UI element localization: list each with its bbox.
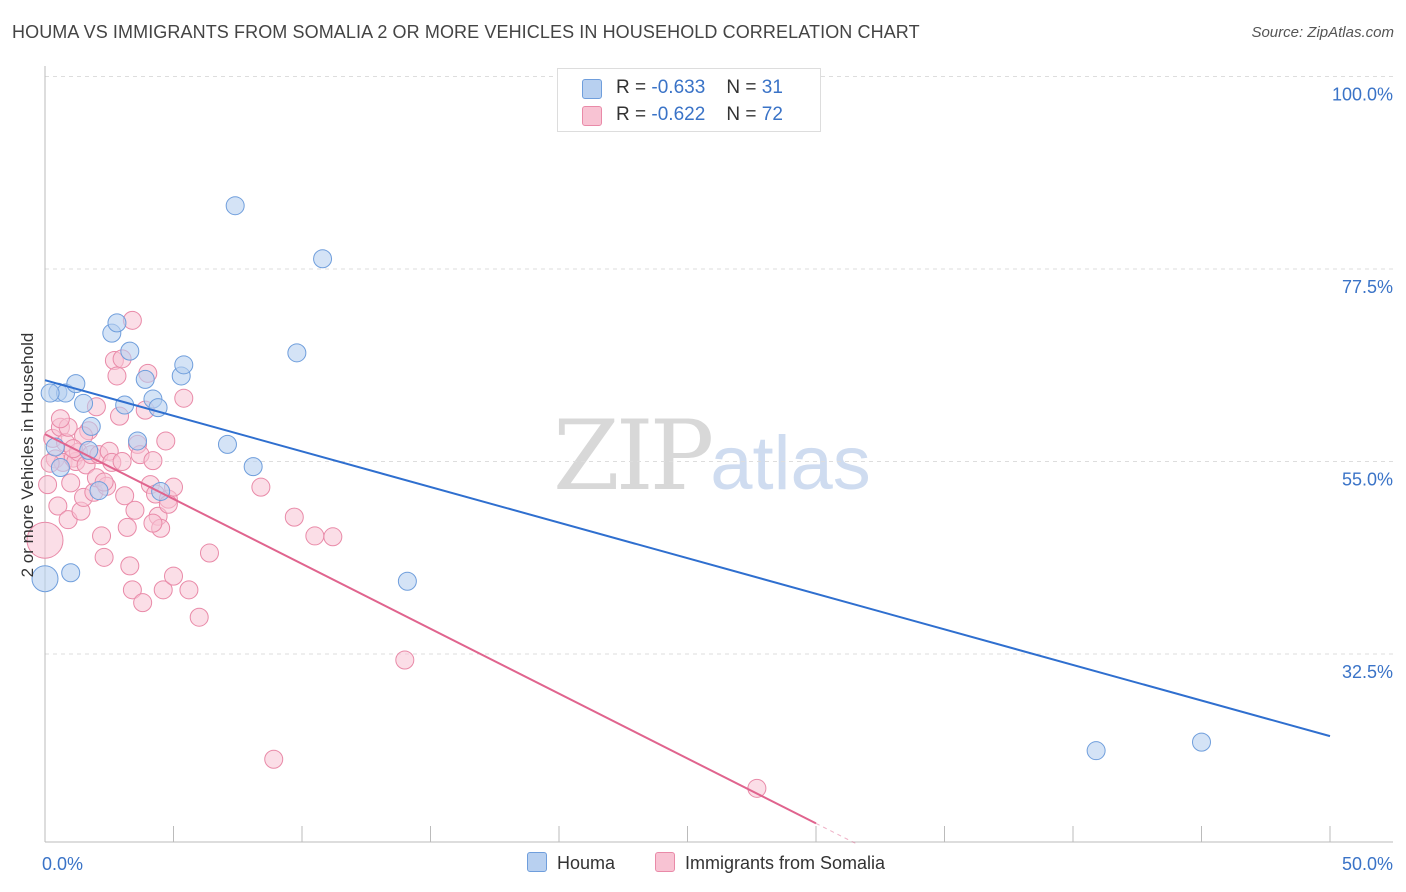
somalia-r-value: -0.622 bbox=[651, 104, 706, 125]
watermark-zip: ZIP bbox=[553, 400, 714, 512]
somalia-point bbox=[38, 475, 58, 495]
somalia-point bbox=[395, 650, 415, 670]
watermark: ZIPatlas bbox=[553, 400, 871, 512]
houma-point bbox=[397, 571, 417, 591]
bottom-somalia-label: Immigrants from Somalia bbox=[685, 853, 886, 873]
houma-trend-line bbox=[44, 379, 1331, 738]
houma-point bbox=[31, 565, 59, 593]
x-tick-label-min: 0.0% bbox=[42, 854, 83, 874]
somalia-point bbox=[143, 451, 163, 471]
houma-point bbox=[45, 437, 65, 457]
somalia-point bbox=[107, 366, 127, 386]
somalia-point bbox=[120, 556, 140, 576]
somalia-point bbox=[156, 431, 176, 451]
somalia-point bbox=[199, 543, 219, 563]
houma-point bbox=[287, 343, 307, 363]
somalia-point bbox=[50, 409, 70, 429]
y-tick-label: 55.0% bbox=[1342, 470, 1393, 490]
y-tick-label: 32.5% bbox=[1342, 662, 1393, 682]
y-axis-label: 2 or more Vehicles in Household bbox=[18, 332, 37, 578]
trend-lines bbox=[44, 379, 1331, 845]
somalia-point bbox=[117, 517, 137, 537]
somalia-point bbox=[179, 580, 199, 600]
houma-point bbox=[243, 457, 263, 477]
somalia-point bbox=[94, 547, 114, 567]
bottom-somalia-swatch bbox=[655, 852, 675, 872]
somalia-point bbox=[61, 473, 81, 493]
houma-point bbox=[1192, 732, 1211, 752]
somalia-point bbox=[26, 521, 64, 559]
somalia-point bbox=[122, 580, 142, 600]
bottom-legend-houma: Houma bbox=[527, 852, 615, 874]
y-tick-label: 100.0% bbox=[1332, 85, 1393, 105]
houma-point bbox=[120, 341, 140, 361]
houma-r-label: R = bbox=[616, 77, 647, 98]
somalia-point bbox=[284, 507, 304, 527]
somalia-point bbox=[112, 452, 132, 471]
houma-n-label: N = bbox=[726, 77, 757, 98]
stats-legend: R = -0.633 N = 31 R = -0.622 N = 72 bbox=[557, 68, 821, 132]
houma-point bbox=[50, 457, 70, 477]
somalia-point bbox=[92, 526, 112, 546]
somalia-point bbox=[143, 513, 163, 533]
houma-n-value: 31 bbox=[761, 77, 783, 98]
houma-point bbox=[313, 249, 333, 269]
somalia-points bbox=[26, 310, 767, 798]
tick-labels: 32.5% 55.0% 77.5% 100.0% 0.0% 50.0% bbox=[42, 85, 1393, 875]
bottom-legend-somalia: Immigrants from Somalia bbox=[655, 852, 885, 874]
y-tick-label: 77.5% bbox=[1342, 277, 1393, 297]
houma-point bbox=[61, 563, 81, 583]
somalia-point bbox=[264, 749, 284, 769]
somalia-point bbox=[305, 526, 325, 546]
chart-title: HOUMA VS IMMIGRANTS FROM SOMALIA 2 OR MO… bbox=[12, 22, 920, 42]
somalia-point bbox=[189, 607, 209, 627]
houma-point bbox=[89, 481, 109, 501]
watermark-atlas: atlas bbox=[710, 421, 871, 506]
houma-point bbox=[135, 369, 155, 389]
somalia-point bbox=[115, 486, 135, 506]
houma-point bbox=[107, 313, 127, 333]
bottom-houma-label: Houma bbox=[557, 853, 616, 873]
somalia-trend-line bbox=[44, 433, 817, 825]
houma-point bbox=[40, 383, 60, 403]
somalia-point bbox=[48, 496, 68, 516]
somalia-n-label: N = bbox=[726, 104, 757, 125]
somalia-r-label: R = bbox=[616, 104, 647, 125]
somalia-point bbox=[164, 566, 183, 586]
source-label: Source: ZipAtlas.com bbox=[1251, 24, 1394, 41]
houma-swatch bbox=[582, 79, 602, 99]
axes bbox=[44, 66, 1393, 843]
houma-point bbox=[81, 416, 101, 436]
houma-point bbox=[128, 431, 148, 451]
houma-point bbox=[174, 355, 194, 375]
houma-r-value: -0.633 bbox=[651, 77, 706, 98]
somalia-point bbox=[323, 527, 343, 547]
somalia-point bbox=[125, 500, 145, 520]
houma-point bbox=[74, 393, 94, 413]
houma-point bbox=[217, 434, 237, 454]
somalia-point bbox=[174, 388, 194, 408]
somalia-n-value: 72 bbox=[761, 104, 783, 125]
somalia-swatch bbox=[582, 106, 602, 126]
somalia-point bbox=[251, 477, 271, 497]
somalia-point bbox=[153, 580, 173, 600]
houma-point bbox=[225, 196, 245, 216]
houma-point bbox=[1086, 741, 1106, 761]
somalia-point bbox=[133, 593, 153, 613]
x-tick-label-max: 50.0% bbox=[1342, 854, 1393, 874]
somalia-trend-extension bbox=[815, 822, 858, 845]
houma-points bbox=[31, 196, 1211, 761]
bottom-houma-swatch bbox=[527, 852, 547, 872]
